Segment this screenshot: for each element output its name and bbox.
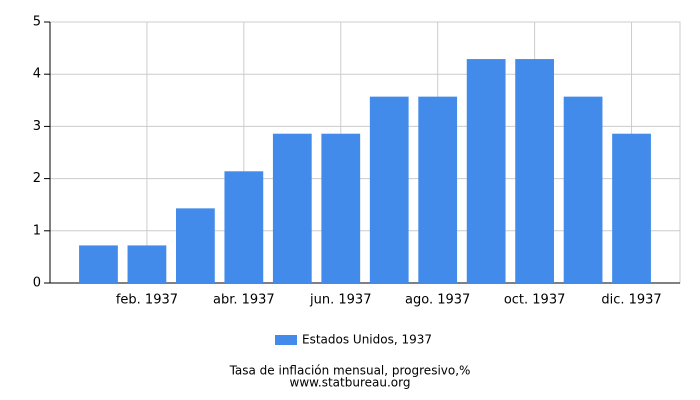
bar	[418, 96, 458, 284]
bar	[321, 133, 361, 283]
x-tick-label: ago. 1937	[405, 293, 470, 308]
bar	[563, 96, 603, 284]
y-tick-label: 4	[33, 67, 41, 82]
bar	[224, 171, 264, 283]
source: www.statbureau.org	[290, 376, 411, 390]
bar	[612, 133, 651, 283]
bar	[79, 245, 118, 283]
bar	[176, 208, 215, 283]
legend-swatch	[275, 335, 297, 345]
bar	[369, 96, 409, 284]
legend-label: Estados Unidos, 1937	[302, 333, 432, 347]
y-tick-label: 2	[33, 171, 41, 186]
x-tick-label: jun. 1937	[309, 293, 371, 308]
bar	[272, 133, 312, 283]
y-tick-label: 1	[33, 223, 41, 238]
y-tick-label: 5	[33, 15, 41, 30]
y-tick-label: 0	[33, 276, 41, 291]
bar	[127, 245, 167, 283]
y-tick-label: 3	[33, 119, 41, 134]
chart-title: Tasa de inflación mensual, progresivo,%	[229, 364, 471, 378]
x-tick-label: feb. 1937	[116, 293, 178, 308]
x-tick-label: abr. 1937	[213, 293, 275, 308]
x-tick-label: dic. 1937	[601, 293, 661, 308]
x-tick-label: oct. 1937	[504, 293, 566, 308]
bar	[466, 59, 506, 284]
bar	[515, 59, 554, 284]
